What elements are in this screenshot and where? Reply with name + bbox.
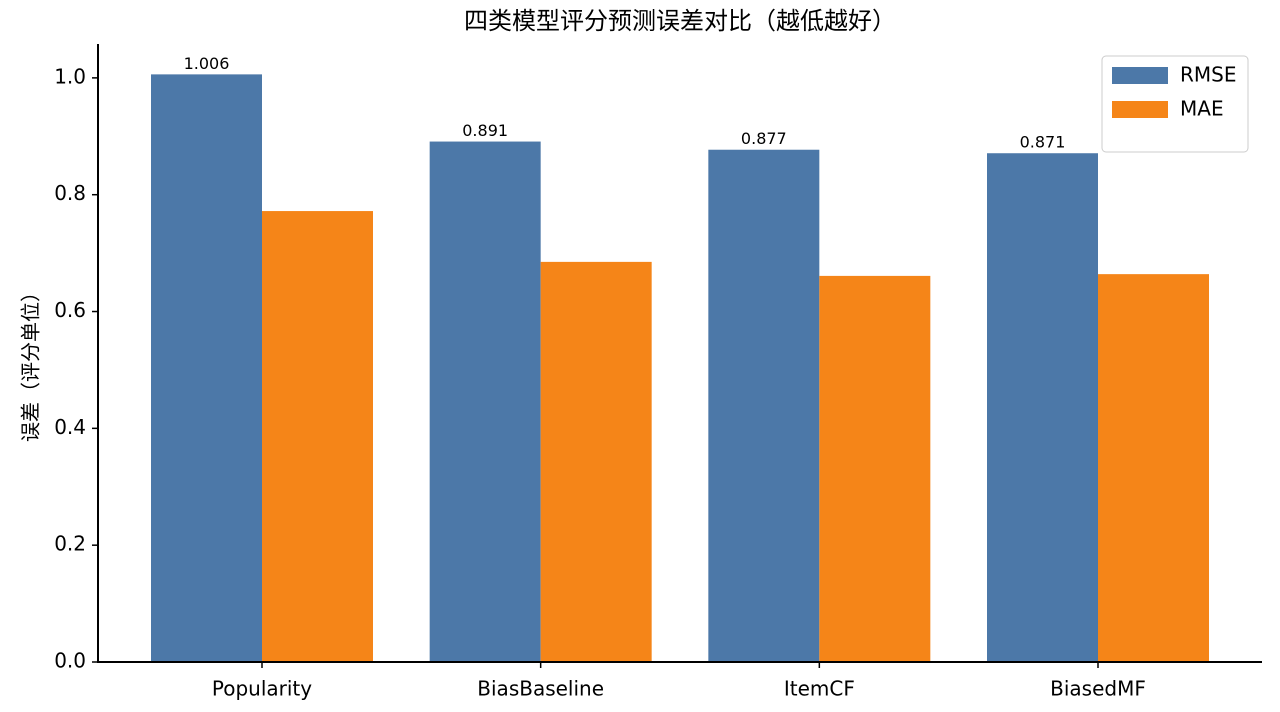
y-axis-label: 误差（评分单位） <box>19 282 43 442</box>
y-tick-label: 0.0 <box>54 649 86 673</box>
x-tick-label: ItemCF <box>784 677 855 701</box>
x-tick-label: BiasedMF <box>1050 677 1146 701</box>
bar <box>708 149 820 662</box>
y-tick-label: 0.4 <box>54 415 86 439</box>
x-tick-label: BiasBaseline <box>477 677 604 701</box>
bar <box>1098 274 1209 662</box>
legend-swatch <box>1112 101 1168 118</box>
bar <box>151 74 262 663</box>
value-label: 0.871 <box>1020 133 1066 152</box>
legend-swatch <box>1112 67 1168 84</box>
bar <box>540 261 652 662</box>
bar <box>262 211 373 662</box>
y-tick-label: 1.0 <box>54 64 86 88</box>
y-tick-label: 0.2 <box>54 532 86 556</box>
bar <box>987 153 1098 662</box>
x-tick-label: Popularity <box>212 677 312 701</box>
value-label: 0.891 <box>462 121 508 140</box>
value-label: 0.877 <box>741 129 787 148</box>
legend-label: RMSE <box>1180 63 1236 87</box>
value-label: 1.006 <box>184 54 230 73</box>
y-tick-label: 0.8 <box>54 181 86 205</box>
y-tick-label: 0.6 <box>54 298 86 322</box>
bar <box>819 275 931 662</box>
chart-title: 四类模型评分预测误差对比（越低越好） <box>464 7 896 35</box>
legend-label: MAE <box>1180 97 1224 121</box>
bar <box>429 141 541 662</box>
